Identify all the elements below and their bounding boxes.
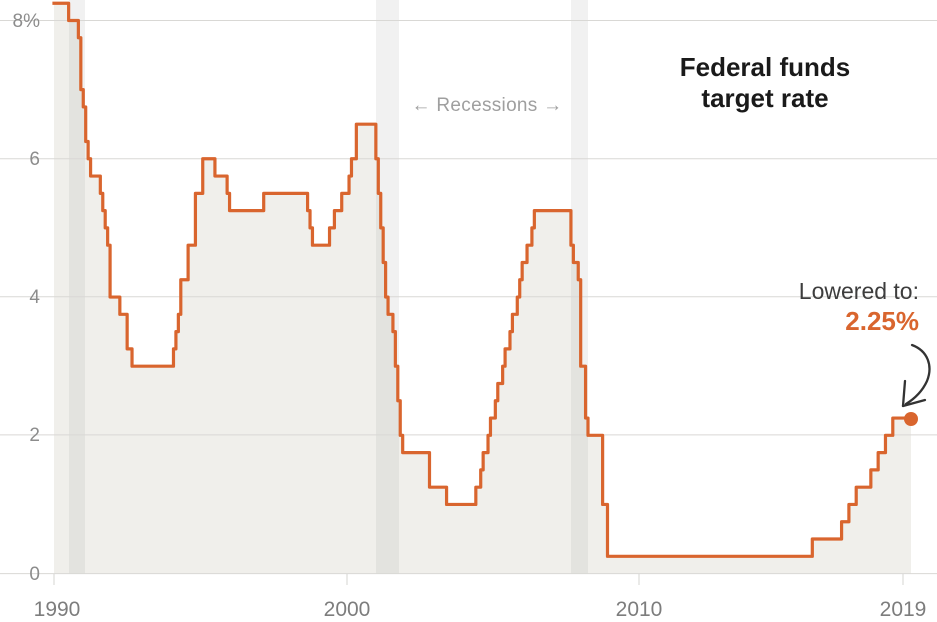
- svg-text:8%: 8%: [13, 11, 41, 32]
- svg-text:Lowered to:: Lowered to:: [799, 278, 919, 304]
- svg-text:4: 4: [29, 287, 40, 308]
- svg-text:2010: 2010: [616, 598, 663, 621]
- svg-text:6: 6: [29, 149, 40, 170]
- svg-text:2000: 2000: [324, 598, 371, 621]
- svg-text:0: 0: [29, 564, 40, 585]
- svg-text:2.25%: 2.25%: [845, 306, 919, 336]
- svg-text:2: 2: [29, 425, 40, 446]
- svg-text:2019: 2019: [880, 598, 927, 621]
- svg-text:target rate: target rate: [701, 83, 828, 113]
- svg-text:← Recessions →: ← Recessions →: [412, 95, 563, 116]
- svg-text:Federal funds: Federal funds: [680, 52, 850, 82]
- svg-text:1990: 1990: [34, 598, 81, 621]
